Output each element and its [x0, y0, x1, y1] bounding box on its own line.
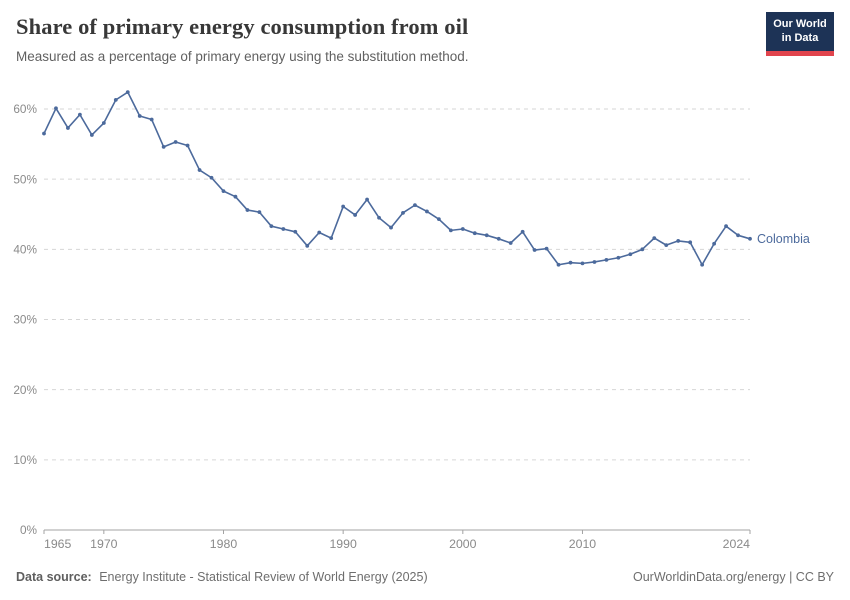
data-point-2016[interactable] — [652, 236, 657, 241]
data-point-1987[interactable] — [305, 243, 310, 248]
y-axis-label-30: 30% — [13, 313, 37, 327]
chart-footer: Data source: Energy Institute - Statisti… — [16, 570, 834, 584]
y-axis-label-0: 0% — [20, 523, 38, 537]
x-axis-label-2000: 2000 — [449, 537, 477, 551]
data-point-1990[interactable] — [341, 204, 346, 209]
data-point-2015[interactable] — [640, 247, 645, 252]
credit-link[interactable]: OurWorldinData.org/energy | CC BY — [632, 570, 834, 584]
data-point-1985[interactable] — [281, 227, 286, 231]
x-axis-label-1990: 1990 — [329, 537, 357, 551]
data-point-1997[interactable] — [425, 209, 429, 214]
data-point-1973[interactable] — [137, 114, 142, 118]
data-point-2000[interactable] — [460, 227, 465, 231]
data-point-1972[interactable] — [125, 90, 130, 95]
data-point-2007[interactable] — [544, 246, 549, 251]
data-point-1978[interactable] — [197, 168, 202, 172]
data-point-2012[interactable] — [604, 257, 609, 262]
data-point-1984[interactable] — [269, 224, 274, 229]
data-point-1974[interactable] — [149, 117, 154, 122]
data-point-1977[interactable] — [185, 143, 190, 148]
data-point-2017[interactable] — [664, 243, 669, 248]
data-point-2006[interactable] — [532, 248, 537, 252]
owid-logo-line1: Our World — [773, 17, 827, 30]
data-point-2022[interactable] — [724, 224, 728, 229]
data-point-1966[interactable] — [54, 106, 58, 111]
data-point-2024[interactable] — [748, 236, 752, 241]
owid-logo-line2: in Data — [781, 31, 819, 44]
chart-subtitle: Measured as a percentage of primary ener… — [16, 49, 469, 64]
data-point-2005[interactable] — [520, 229, 525, 234]
data-point-2009[interactable] — [568, 260, 573, 265]
data-point-2020[interactable] — [700, 262, 705, 267]
data-point-1988[interactable] — [317, 230, 322, 235]
data-point-1995[interactable] — [401, 210, 405, 215]
x-axis-label-2024: 2024 — [723, 537, 751, 551]
data-source: Data source: Energy Institute - Statisti… — [16, 570, 428, 584]
y-axis-label-60: 60% — [13, 102, 37, 116]
x-axis-label-2010: 2010 — [569, 537, 597, 551]
owid-logo[interactable]: Our World in Data — [766, 12, 834, 56]
page-title: Share of primary energy consumption from… — [16, 14, 469, 39]
data-point-2001[interactable] — [472, 231, 477, 236]
data-point-2010[interactable] — [580, 261, 585, 266]
data-point-1992[interactable] — [365, 197, 369, 202]
colombia-line — [43, 91, 751, 266]
data-point-1986[interactable] — [293, 229, 298, 234]
data-point-2008[interactable] — [556, 262, 561, 267]
data-point-1969[interactable] — [89, 133, 94, 137]
data-point-1979[interactable] — [209, 175, 214, 180]
data-point-2014[interactable] — [628, 252, 633, 257]
y-axis-label-10: 10% — [13, 453, 37, 467]
data-point-1991[interactable] — [353, 213, 358, 217]
data-point-2011[interactable] — [592, 260, 597, 264]
data-source-text: Energy Institute - Statistical Review of… — [99, 570, 428, 584]
entity-label: Colombia — [757, 232, 810, 246]
data-point-1994[interactable] — [389, 225, 393, 230]
x-axis-label-1980: 1980 — [210, 537, 238, 551]
y-axis-label-40: 40% — [13, 242, 37, 256]
data-point-2018[interactable] — [676, 239, 681, 243]
data-point-1993[interactable] — [377, 215, 381, 220]
data-point-2003[interactable] — [496, 236, 501, 241]
data-point-2019[interactable] — [688, 240, 693, 245]
y-axis-label-50: 50% — [13, 172, 37, 186]
data-point-2023[interactable] — [736, 233, 740, 238]
data-point-1981[interactable] — [233, 194, 238, 199]
data-point-2002[interactable] — [484, 233, 489, 238]
data-point-1976[interactable] — [173, 140, 178, 144]
data-point-1965[interactable] — [42, 131, 46, 136]
data-point-1970[interactable] — [101, 121, 106, 125]
x-axis-label-1970: 1970 — [90, 537, 118, 551]
data-point-1998[interactable] — [436, 217, 441, 222]
data-point-1982[interactable] — [245, 208, 250, 212]
data-point-1967[interactable] — [66, 126, 70, 130]
data-point-1989[interactable] — [329, 236, 334, 241]
data-point-1983[interactable] — [257, 210, 262, 215]
data-point-1999[interactable] — [448, 228, 453, 233]
chart-header: Share of primary energy consumption from… — [16, 14, 716, 64]
y-axis-label-20: 20% — [13, 383, 37, 397]
data-point-1968[interactable] — [77, 112, 82, 117]
data-point-1980[interactable] — [221, 189, 226, 193]
data-point-2004[interactable] — [508, 241, 513, 245]
data-source-label: Data source: — [16, 570, 92, 584]
data-point-1996[interactable] — [413, 203, 417, 208]
data-point-2021[interactable] — [712, 241, 717, 246]
data-point-1975[interactable] — [161, 144, 166, 149]
data-point-1971[interactable] — [113, 97, 118, 102]
x-axis-label-1965: 1965 — [44, 537, 72, 551]
data-point-2013[interactable] — [616, 255, 621, 260]
